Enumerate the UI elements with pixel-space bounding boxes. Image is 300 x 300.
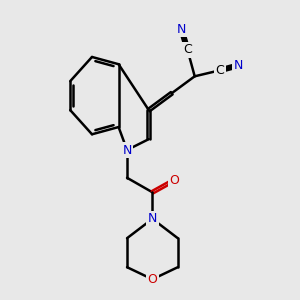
Text: C: C xyxy=(183,43,192,56)
Text: O: O xyxy=(148,273,158,286)
Text: O: O xyxy=(169,174,179,187)
Text: N: N xyxy=(177,23,186,36)
Text: N: N xyxy=(148,212,157,225)
Text: N: N xyxy=(233,59,243,72)
Text: C: C xyxy=(216,64,224,77)
Text: N: N xyxy=(122,143,132,157)
